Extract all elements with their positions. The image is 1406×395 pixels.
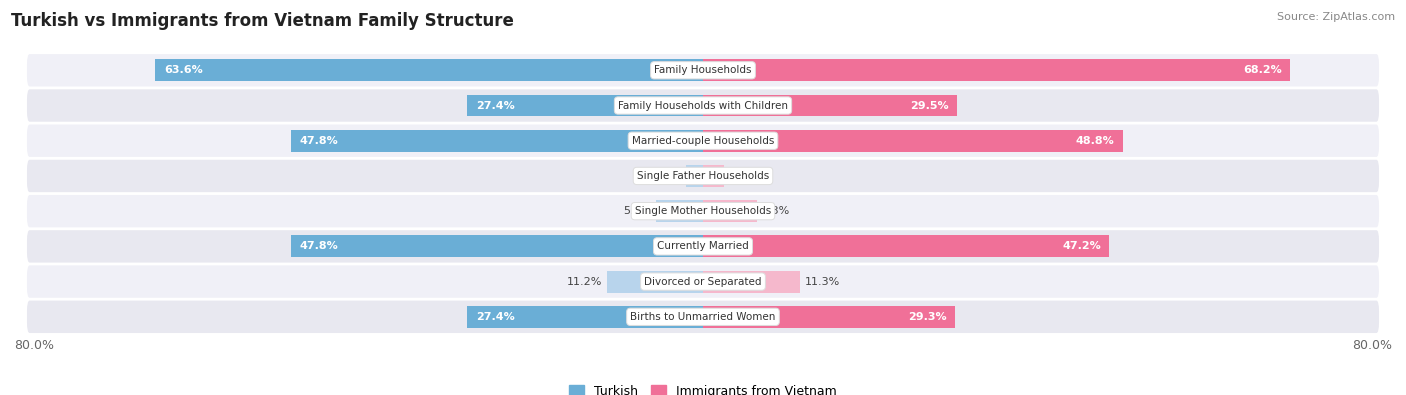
Bar — [703, 94, 957, 117]
Bar — [703, 130, 1123, 152]
Text: 29.5%: 29.5% — [910, 100, 949, 111]
Text: Currently Married: Currently Married — [657, 241, 749, 251]
Text: 29.3%: 29.3% — [908, 312, 946, 322]
Bar — [703, 306, 955, 328]
Bar — [291, 235, 703, 257]
FancyBboxPatch shape — [27, 54, 1379, 87]
FancyBboxPatch shape — [27, 230, 1379, 263]
Text: 68.2%: 68.2% — [1243, 65, 1282, 75]
Bar — [686, 165, 703, 187]
Text: 27.4%: 27.4% — [475, 100, 515, 111]
FancyBboxPatch shape — [27, 124, 1379, 157]
Bar — [703, 235, 1109, 257]
Bar — [467, 306, 703, 328]
Text: Source: ZipAtlas.com: Source: ZipAtlas.com — [1277, 12, 1395, 22]
Text: 27.4%: 27.4% — [475, 312, 515, 322]
FancyBboxPatch shape — [27, 160, 1379, 192]
Text: Single Mother Households: Single Mother Households — [636, 206, 770, 216]
Legend: Turkish, Immigrants from Vietnam: Turkish, Immigrants from Vietnam — [569, 385, 837, 395]
Bar — [655, 200, 703, 222]
Text: 80.0%: 80.0% — [14, 339, 53, 352]
Text: 63.6%: 63.6% — [165, 65, 202, 75]
Bar — [291, 130, 703, 152]
Text: 5.5%: 5.5% — [623, 206, 651, 216]
FancyBboxPatch shape — [27, 89, 1379, 122]
Text: Divorced or Separated: Divorced or Separated — [644, 276, 762, 287]
Bar — [703, 200, 758, 222]
Text: Family Households with Children: Family Households with Children — [619, 100, 787, 111]
FancyBboxPatch shape — [27, 195, 1379, 228]
Text: Family Households: Family Households — [654, 65, 752, 75]
Text: 80.0%: 80.0% — [1353, 339, 1392, 352]
Text: 6.3%: 6.3% — [762, 206, 790, 216]
Bar — [467, 94, 703, 117]
FancyBboxPatch shape — [27, 301, 1379, 333]
Text: 47.8%: 47.8% — [299, 241, 339, 251]
Text: 47.2%: 47.2% — [1062, 241, 1101, 251]
Text: 2.4%: 2.4% — [728, 171, 756, 181]
Text: 11.3%: 11.3% — [804, 276, 839, 287]
FancyBboxPatch shape — [27, 265, 1379, 298]
Text: 2.0%: 2.0% — [654, 171, 682, 181]
Bar — [703, 271, 800, 293]
Bar — [703, 165, 724, 187]
Bar — [703, 59, 1291, 81]
Text: 11.2%: 11.2% — [567, 276, 602, 287]
Bar — [606, 271, 703, 293]
Text: Turkish vs Immigrants from Vietnam Family Structure: Turkish vs Immigrants from Vietnam Famil… — [11, 12, 515, 30]
Bar — [155, 59, 703, 81]
Text: Married-couple Households: Married-couple Households — [631, 136, 775, 146]
Text: Births to Unmarried Women: Births to Unmarried Women — [630, 312, 776, 322]
Text: Single Father Households: Single Father Households — [637, 171, 769, 181]
Text: 47.8%: 47.8% — [299, 136, 339, 146]
Text: 48.8%: 48.8% — [1076, 136, 1115, 146]
